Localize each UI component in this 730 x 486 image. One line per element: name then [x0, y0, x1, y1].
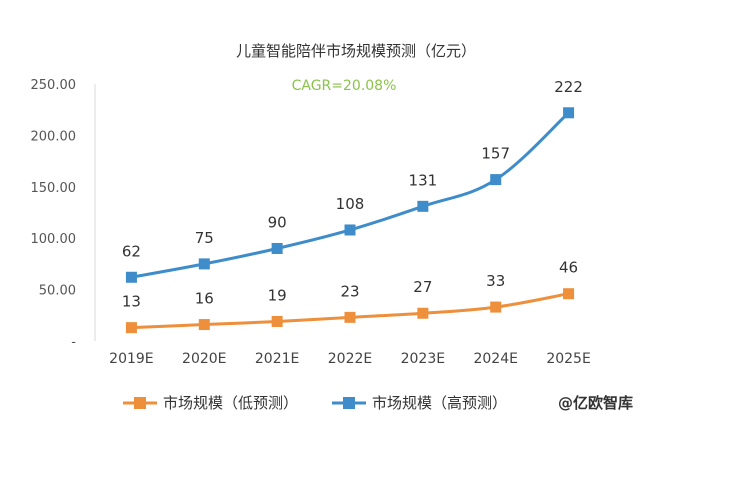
chart-title: 儿童智能陪伴市场规模预测（亿元）: [236, 42, 476, 60]
data-label: 75: [195, 229, 214, 247]
watermark: @亿欧智库: [558, 394, 633, 412]
x-tick-label: 2021E: [255, 351, 299, 367]
data-label: 157: [481, 145, 510, 163]
legend-label-low: 市场规模（低预测）: [163, 394, 298, 412]
data-label: 131: [409, 171, 438, 189]
series-layer: [125, 107, 575, 334]
data-label: 222: [554, 78, 583, 96]
data-point: [271, 242, 283, 254]
x-tick-label: 2022E: [328, 351, 372, 367]
legend: 市场规模（低预测） 市场规模（高预测）: [123, 394, 507, 412]
data-point: [563, 288, 575, 300]
x-tick-label: 2019E: [109, 351, 153, 367]
data-point: [417, 307, 429, 319]
y-tick-label: 100.00: [31, 232, 77, 247]
data-point: [490, 301, 502, 313]
x-axis-ticks: 2019E 2020E 2021E 2022E 2023E 2024E 2025E: [109, 351, 591, 367]
legend-label-high: 市场规模（高预测）: [372, 394, 507, 412]
data-label: 13: [122, 293, 141, 311]
data-labels: 13 16 19 23 27 33 46 62 75 90 108 131 157 222: [122, 78, 583, 311]
data-label: 16: [195, 290, 214, 308]
data-point: [271, 315, 283, 327]
data-point: [198, 319, 210, 331]
x-tick-label: 2025E: [546, 351, 590, 367]
y-tick-label: 200.00: [31, 129, 77, 144]
data-label: 90: [268, 213, 287, 231]
x-tick-label: 2024E: [473, 351, 517, 367]
data-point: [344, 224, 356, 236]
legend-item-low[interactable]: 市场规模（低预测）: [123, 394, 298, 412]
cagr-annotation: CAGR=20.08%: [292, 78, 397, 94]
data-point: [198, 258, 210, 270]
y-tick-label: -: [71, 335, 76, 350]
y-tick-label: 150.00: [31, 181, 77, 196]
data-point: [125, 322, 137, 334]
data-label: 27: [413, 278, 432, 296]
y-tick-label: 50.00: [39, 284, 76, 299]
data-point: [417, 200, 429, 212]
x-tick-label: 2023E: [401, 351, 445, 367]
y-axis-ticks: - 50.00 100.00 150.00 200.00 250.00: [31, 78, 77, 350]
data-point: [490, 174, 502, 186]
data-label: 108: [336, 195, 365, 213]
data-label: 62: [122, 242, 141, 260]
data-label: 46: [559, 259, 578, 277]
data-label: 23: [340, 282, 359, 300]
legend-marker-high: [343, 397, 355, 409]
data-point: [125, 271, 137, 283]
data-label: 19: [268, 286, 287, 304]
data-point: [563, 107, 575, 119]
legend-item-high[interactable]: 市场规模（高预测）: [332, 394, 507, 412]
data-point: [344, 311, 356, 323]
y-tick-label: 250.00: [31, 78, 77, 93]
legend-marker-low: [134, 397, 146, 409]
data-label: 33: [486, 272, 505, 290]
x-tick-label: 2020E: [182, 351, 226, 367]
